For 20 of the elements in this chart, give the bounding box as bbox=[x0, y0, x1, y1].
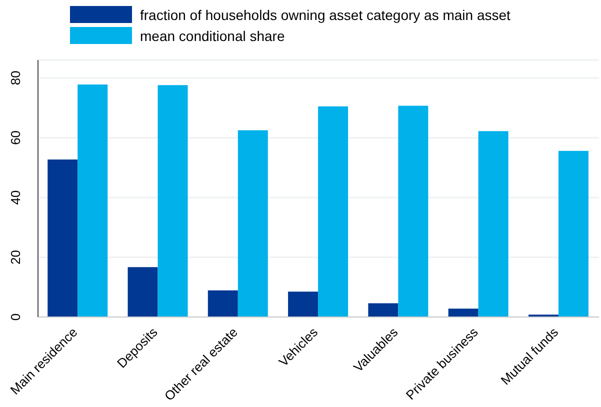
bar bbox=[128, 267, 158, 317]
bar bbox=[398, 106, 428, 317]
legend-label: mean conditional share bbox=[140, 28, 285, 44]
legend-label: fraction of households owning asset category as main asset bbox=[140, 6, 510, 22]
bar bbox=[208, 290, 238, 317]
y-tick-label: 20 bbox=[8, 250, 23, 264]
bar bbox=[368, 303, 398, 317]
bar bbox=[238, 130, 268, 317]
y-tick-label: 80 bbox=[8, 70, 23, 86]
y-tick-label: 60 bbox=[8, 130, 23, 145]
bar bbox=[288, 292, 318, 317]
bar bbox=[318, 106, 348, 317]
bar bbox=[158, 85, 188, 317]
y-tick-label: 40 bbox=[8, 190, 23, 205]
bar bbox=[78, 84, 108, 317]
bar bbox=[448, 308, 478, 317]
bar bbox=[478, 131, 508, 317]
y-tick-label: 0 bbox=[8, 313, 23, 321]
bar bbox=[48, 160, 78, 317]
bar bbox=[558, 150, 588, 317]
